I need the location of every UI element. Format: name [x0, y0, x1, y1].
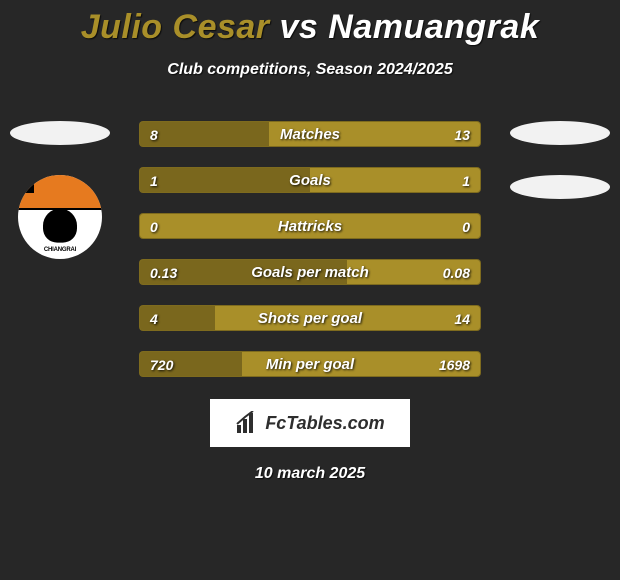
club-badge-text: CHIANGRAI	[18, 247, 102, 253]
player2-badge-placeholder-2	[510, 175, 610, 199]
stat-row: 0Hattricks0	[139, 213, 481, 239]
stat-row: 720Min per goal1698	[139, 351, 481, 377]
stat-label: Shots per goal	[140, 306, 480, 330]
stats-bars: 8Matches13 1Goals1 0Hattricks0 0.13Goals pe…	[139, 121, 481, 377]
player1-badge-placeholder	[10, 121, 110, 145]
stat-label: Min per goal	[140, 352, 480, 376]
stat-value-right: 1698	[439, 352, 470, 376]
comparison-content: CHIANGRAI 8Matches13 1Goals1 0Hattricks0 0.…	[0, 121, 620, 377]
stat-value-right: 13	[454, 122, 470, 146]
stat-value-right: 14	[454, 306, 470, 330]
stat-value-right: 0	[462, 214, 470, 238]
footer-date: 10 march 2025	[0, 465, 620, 483]
player2-badge-placeholder-1	[510, 121, 610, 145]
left-badges-column: CHIANGRAI	[10, 121, 110, 259]
subtitle: Club competitions, Season 2024/2025	[0, 61, 620, 79]
stat-value-right: 1	[462, 168, 470, 192]
player1-club-badge: CHIANGRAI	[18, 175, 102, 259]
stat-row: 1Goals1	[139, 167, 481, 193]
player1-name: Julio Cesar	[81, 8, 270, 46]
stat-row: 8Matches13	[139, 121, 481, 147]
footer-brand-text: FcTables.com	[265, 413, 384, 434]
vs-text: vs	[280, 8, 319, 46]
stat-label: Matches	[140, 122, 480, 146]
player2-name: Namuangrak	[328, 8, 539, 46]
right-badges-column	[510, 121, 610, 199]
stat-value-right: 0.08	[443, 260, 470, 284]
stat-label: Goals	[140, 168, 480, 192]
stat-row: 0.13Goals per match0.08	[139, 259, 481, 285]
stat-label: Goals per match	[140, 260, 480, 284]
bars-icon	[235, 411, 259, 435]
footer-brand-card: FcTables.com	[210, 399, 410, 447]
stat-label: Hattricks	[140, 214, 480, 238]
stat-row: 4Shots per goal14	[139, 305, 481, 331]
page-title: Julio Cesar vs Namuangrak	[0, 0, 620, 47]
